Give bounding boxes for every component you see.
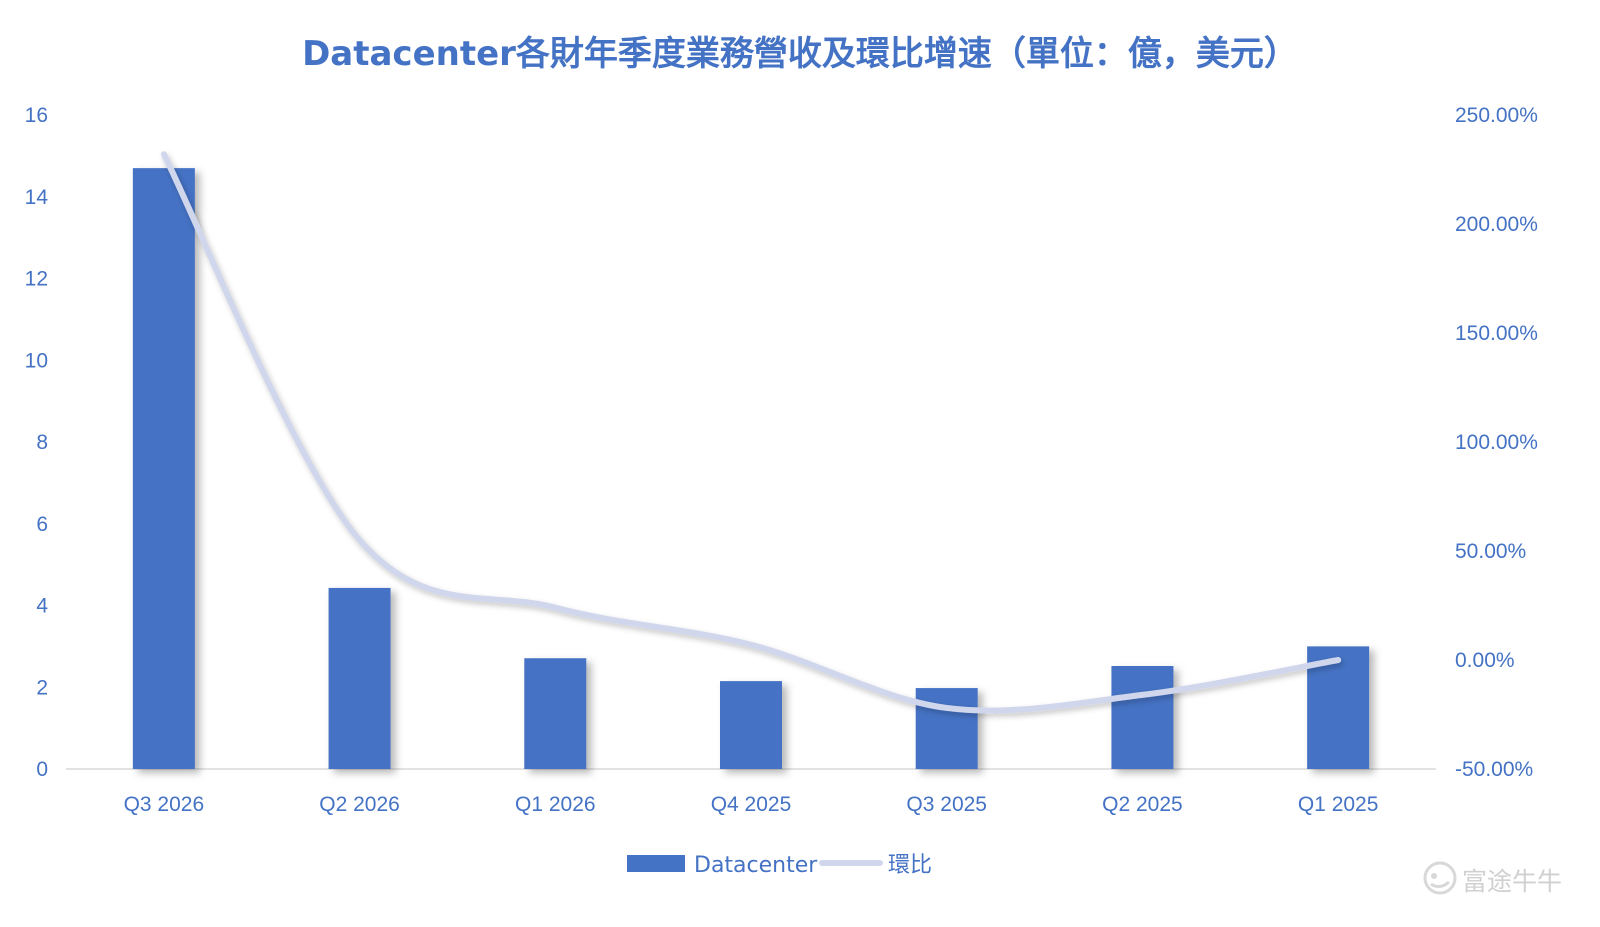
futu-bull-icon [1423,861,1457,895]
watermark: 富途牛牛 [1422,858,1600,898]
left-tick-label: 14 [25,186,49,209]
line-series [160,151,1342,714]
category-label: Q3 2025 [906,793,987,816]
left-tick-label: 0 [36,758,48,781]
category-label: Q2 2025 [1102,793,1183,816]
left-tick-label: 6 [36,513,48,536]
legend-label-qoq: 環比 [888,853,932,878]
right-tick-label: -50.00% [1455,758,1533,781]
watermark-text: 富途牛牛 [1462,867,1563,896]
category-label: Q1 2026 [515,793,596,816]
bar-series [132,168,1370,769]
bar-datacenter [720,681,782,769]
category-label: Q4 2025 [711,793,792,816]
legend: Datacenter 環比 [627,853,932,878]
category-label: Q1 2025 [1298,793,1379,816]
right-tick-label: 150.00% [1455,322,1538,345]
category-label: Q2 2026 [319,793,400,816]
bar-datacenter [524,658,587,769]
left-tick-label: 2 [36,676,48,699]
bar-datacenter [1111,665,1174,769]
category-labels: Q3 2026 Q2 2026 Q1 2026 Q4 2025 Q3 2025 Q2 20… [124,793,1379,816]
bar-datacenter [132,168,195,769]
left-tick-label: 16 [25,104,48,127]
left-tick-label: 12 [25,268,48,291]
legend-swatch-datacenter [627,855,685,872]
right-axis-ticks: -50.00% 0.00% 50.00% 100.00% 150.00% 200.00% 2… [1455,104,1538,781]
left-axis-ticks: 0 2 4 6 8 10 12 14 16 [25,104,49,781]
left-tick-label: 4 [36,595,48,618]
bar-datacenter [915,688,978,769]
line-qoq-growth [160,151,1342,714]
category-label: Q3 2026 [124,793,205,816]
left-tick-label: 8 [36,431,48,454]
left-tick-label: 10 [25,349,48,372]
right-tick-label: 200.00% [1455,213,1538,236]
bar-datacenter [328,587,391,769]
right-tick-label: 250.00% [1455,104,1538,127]
right-tick-label: 0.00% [1455,649,1515,672]
chart-title: Datacenter各財年季度業務營收及環比增速（單位：億，美元） [302,34,1298,74]
right-tick-label: 100.00% [1455,431,1538,454]
right-tick-label: 50.00% [1455,540,1526,563]
legend-label-datacenter: Datacenter [694,853,818,878]
